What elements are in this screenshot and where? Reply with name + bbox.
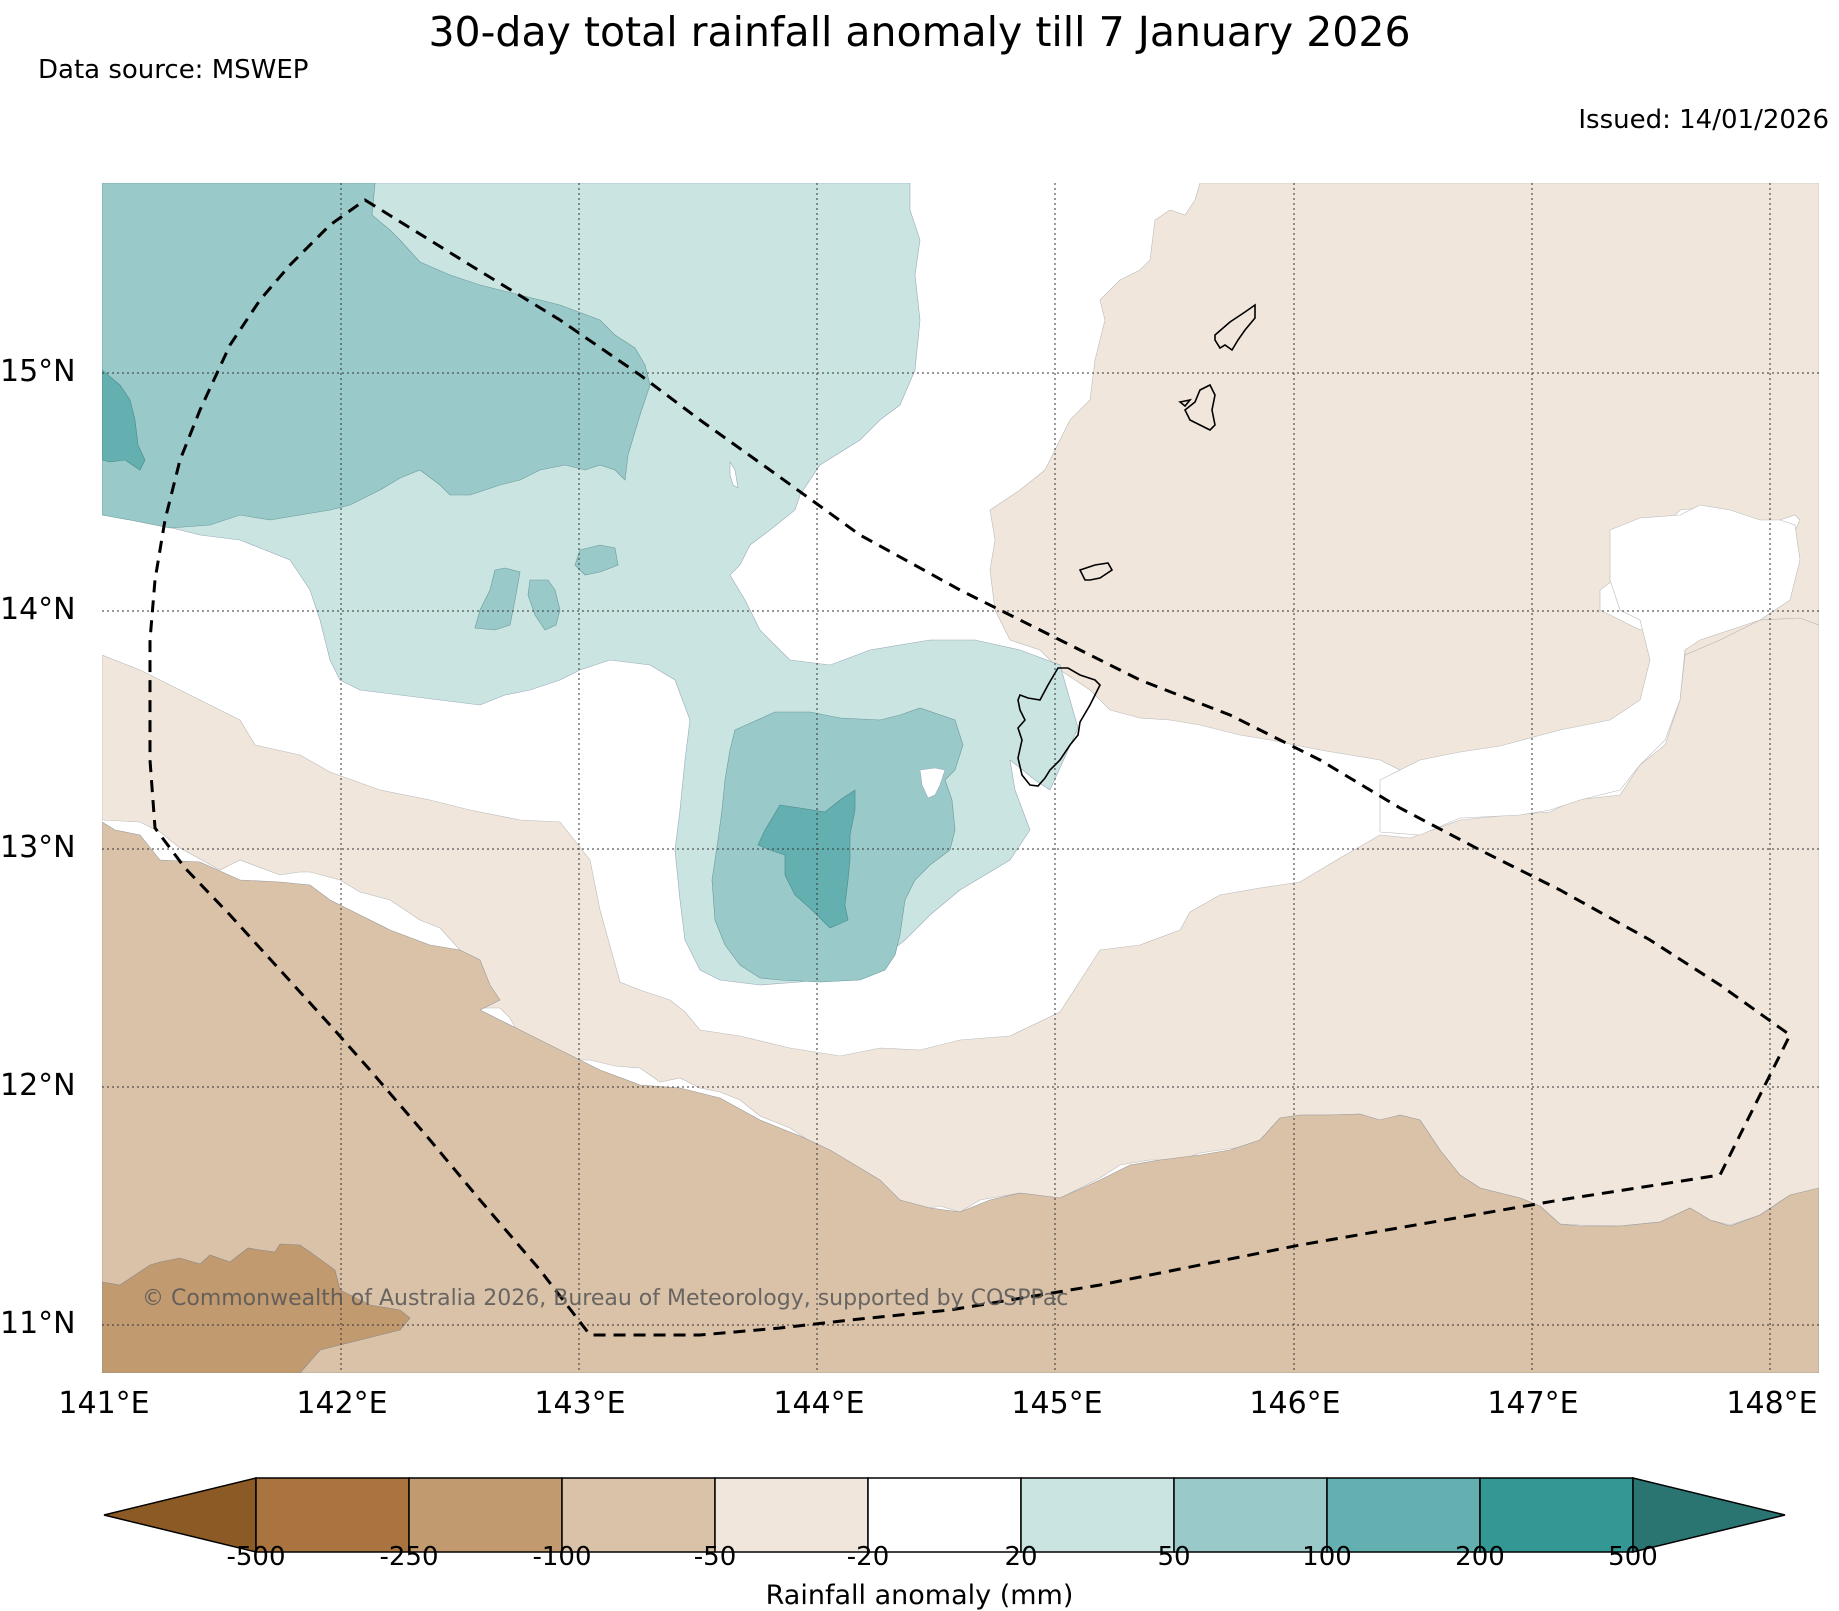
lon-label-144e: 144°E <box>773 1386 865 1421</box>
anomaly-patch-plus50-c <box>574 544 619 576</box>
anomaly-region-neutral-hole <box>1379 504 1801 836</box>
data-source-label: Data source: MSWEP <box>38 55 309 85</box>
colorbar-bin-50_100 <box>1173 1477 1328 1553</box>
eez-boundary <box>148 198 1792 1337</box>
lat-label-12n: 12°N <box>0 1068 76 1103</box>
colorbar-tick: -500 <box>226 1542 286 1572</box>
island-rota <box>1078 562 1114 581</box>
colorbar-extend-low <box>103 1477 257 1553</box>
colorbar-bin--500_-250 <box>255 1477 410 1553</box>
colorbar-bin--20_20 <box>867 1477 1022 1553</box>
colorbar-bin--50_-20 <box>714 1477 869 1553</box>
lon-label-145e: 145°E <box>1011 1386 1103 1421</box>
anomaly-region-neutral-spot <box>919 767 946 799</box>
lat-label-15n: 15°N <box>0 354 76 389</box>
colorbar-bin-200_500 <box>1479 1477 1634 1553</box>
colorbar-bin-100_200 <box>1326 1477 1481 1553</box>
island-tinian <box>1183 383 1216 431</box>
issued-date-label: Issued: 14/01/2026 <box>1578 105 1829 135</box>
colorbar-extend-high <box>1632 1477 1786 1553</box>
island-outlines <box>1017 303 1256 787</box>
anomaly-region-plus50-nw <box>102 183 651 529</box>
colorbar-bin--250_-100 <box>408 1477 563 1553</box>
map-title: 30-day total rainfall anomaly till 7 Jan… <box>428 8 1411 56</box>
colorbar-tick: -100 <box>532 1542 592 1572</box>
colorbar-tick: -20 <box>846 1542 890 1572</box>
anomaly-region-plus100-w <box>102 369 146 471</box>
colorbar-tick: 500 <box>1608 1542 1658 1572</box>
island-small <box>1178 398 1193 408</box>
colorbar-bin--100_-50 <box>561 1477 716 1553</box>
lat-label-11n: 11°N <box>0 1306 76 1341</box>
colorbar-tick: 200 <box>1455 1542 1505 1572</box>
lon-label-146e: 146°E <box>1249 1386 1341 1421</box>
lon-label-147e: 147°E <box>1487 1386 1579 1421</box>
island-saipan <box>1214 303 1256 352</box>
anomaly-region-minus250 <box>102 1243 411 1373</box>
colorbar-tick: 50 <box>1157 1542 1191 1572</box>
lat-label-14n: 14°N <box>0 592 76 627</box>
island-guam <box>1017 667 1101 787</box>
colorbar-tick: 100 <box>1302 1542 1352 1572</box>
anomaly-region-neutral-sliver <box>729 460 739 489</box>
anomaly-patch-plus50-b <box>527 579 561 631</box>
colorbar-title: Rainfall anomaly (mm) <box>765 1580 1074 1611</box>
colorbar-tick: -50 <box>693 1542 737 1572</box>
anomaly-region-minus100 <box>102 821 1819 1373</box>
lon-label-141e: 141°E <box>58 1386 150 1421</box>
copyright-notice: © Commonwealth of Australia 2026, Bureau… <box>142 1286 1069 1311</box>
colorbar <box>103 1477 1786 1553</box>
lat-label-13n: 13°N <box>0 830 76 865</box>
colorbar-tick: -250 <box>379 1542 439 1572</box>
colorbar-bin-20_50 <box>1020 1477 1175 1553</box>
colorbar-tick: 20 <box>1004 1542 1038 1572</box>
lon-label-143e: 143°E <box>534 1386 626 1421</box>
anomaly-region-plus100-central <box>757 789 856 929</box>
gridlines <box>102 183 1819 1373</box>
lon-label-148e: 148°E <box>1726 1386 1818 1421</box>
lon-label-142e: 142°E <box>296 1386 388 1421</box>
anomaly-patch-plus50-a <box>474 567 521 631</box>
